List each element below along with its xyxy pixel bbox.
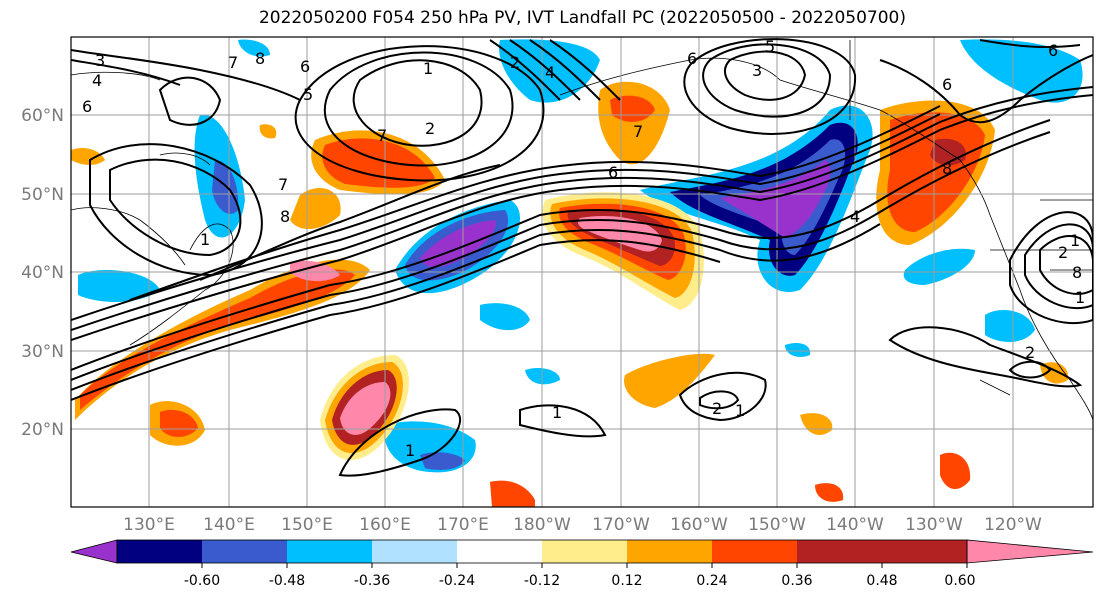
coastlines (71, 40, 1093, 421)
colorbar-segment (457, 540, 542, 563)
contour-label: 1 (1075, 288, 1085, 307)
colorbar-segment (117, 540, 202, 563)
contour-label: 6 (687, 49, 697, 68)
contour-label: 2 (1058, 243, 1068, 262)
lon-label: 180°W (513, 515, 571, 535)
contour-label: 6 (1048, 41, 1058, 60)
lat-label: 20°N (21, 420, 64, 440)
contour-label: 5 (765, 37, 775, 56)
colorbar-tick-label: 0.24 (696, 573, 727, 589)
lat-label: 60°N (21, 106, 64, 126)
pv-shading (71, 39, 1083, 507)
lon-label: 130°E (123, 515, 175, 535)
contour-label: 7 (377, 126, 387, 145)
contour-label: 2 (712, 399, 722, 418)
contour-label: 7 (228, 53, 238, 72)
colorbar-segment (882, 540, 967, 563)
longitude-labels: 130°E 140°E 150°E 160°E 170°E 180°W 170°… (123, 515, 1042, 535)
colorbar-segment (797, 540, 882, 563)
colorbar-segment (542, 540, 627, 563)
lat-label: 50°N (21, 185, 64, 205)
lon-label: 140°W (826, 515, 884, 535)
colorbar-tick-label: -0.48 (269, 573, 305, 589)
colorbar: -0.60 -0.48 -0.36 -0.24 -0.12 0.12 0.24 … (70, 539, 1094, 589)
lat-label: 40°N (21, 263, 64, 283)
lon-label: 120°W (984, 515, 1042, 535)
map-frame (70, 36, 1094, 508)
colorbar-left-arrow (70, 539, 118, 564)
colorbar-tick-label: -0.60 (184, 573, 220, 589)
lon-label: 150°W (748, 515, 806, 535)
contour-label: 6 (300, 57, 310, 76)
lon-label: 170°W (592, 515, 650, 535)
contour-label: 3 (95, 51, 105, 70)
graticule (71, 37, 1093, 507)
lat-label: 30°N (21, 342, 64, 362)
colorbar-segment (287, 540, 372, 563)
colorbar-tick-label: -0.36 (354, 573, 390, 589)
ivt-contours (71, 38, 1093, 477)
colorbar-tick-label: 0.60 (944, 573, 975, 589)
colorbar-segment (712, 540, 797, 563)
figure-title: 2022050200 F054 250 hPa PV, IVT Landfall… (258, 8, 906, 28)
contour-label: 4 (92, 71, 102, 90)
colorbar-tick-label: 0.12 (611, 573, 642, 589)
contour-label: 2 (1025, 343, 1035, 362)
contour-label: 1 (405, 441, 415, 460)
contour-label: 5 (303, 85, 313, 104)
colorbar-tick-label: 0.48 (866, 573, 897, 589)
colorbar-tick-label: -0.12 (524, 573, 560, 589)
lon-label: 170°E (437, 515, 489, 535)
colorbar-tick-label: -0.24 (439, 573, 475, 589)
colorbar-right-arrow (966, 539, 1094, 564)
latitude-labels: 60°N 50°N 40°N 30°N 20°N (21, 106, 64, 440)
contour-label: 8 (1072, 263, 1082, 282)
contour-label: 1 (423, 59, 433, 78)
colorbar-ticks (201, 563, 883, 568)
contour-label: 1 (552, 403, 562, 422)
contour-label: 6 (608, 163, 618, 182)
contour-label: 1 (200, 230, 210, 249)
lon-label: 130°W (905, 515, 963, 535)
contour-label: 4 (545, 63, 555, 82)
colorbar-tick-label: 0.36 (781, 573, 812, 589)
contour-label: 8 (942, 159, 952, 178)
lon-label: 150°E (281, 515, 333, 535)
colorbar-segment (202, 540, 287, 563)
contour-label: 1 (735, 401, 745, 420)
contour-label: 7 (278, 175, 288, 194)
contour-label: 7 (633, 122, 643, 141)
contour-label: 2 (510, 53, 520, 72)
contour-label: 8 (280, 207, 290, 226)
contour-label: 1 (1070, 231, 1080, 250)
contour-label: 2 (425, 119, 435, 138)
contour-labels: 3 4 6 7 8 6 5 1 2 7 8 1 2 4 6 3 5 7 6 7 … (82, 37, 1085, 460)
contour-label: 3 (752, 61, 762, 80)
contour-label: 6 (942, 75, 952, 94)
contour-label: 8 (255, 49, 265, 68)
colorbar-segment (627, 540, 712, 563)
contour-label: 6 (82, 97, 92, 116)
contour-label: 4 (850, 207, 860, 226)
lon-label: 160°W (670, 515, 728, 535)
lon-label: 140°E (203, 515, 255, 535)
colorbar-segment (372, 540, 457, 563)
lon-label: 160°E (359, 515, 411, 535)
